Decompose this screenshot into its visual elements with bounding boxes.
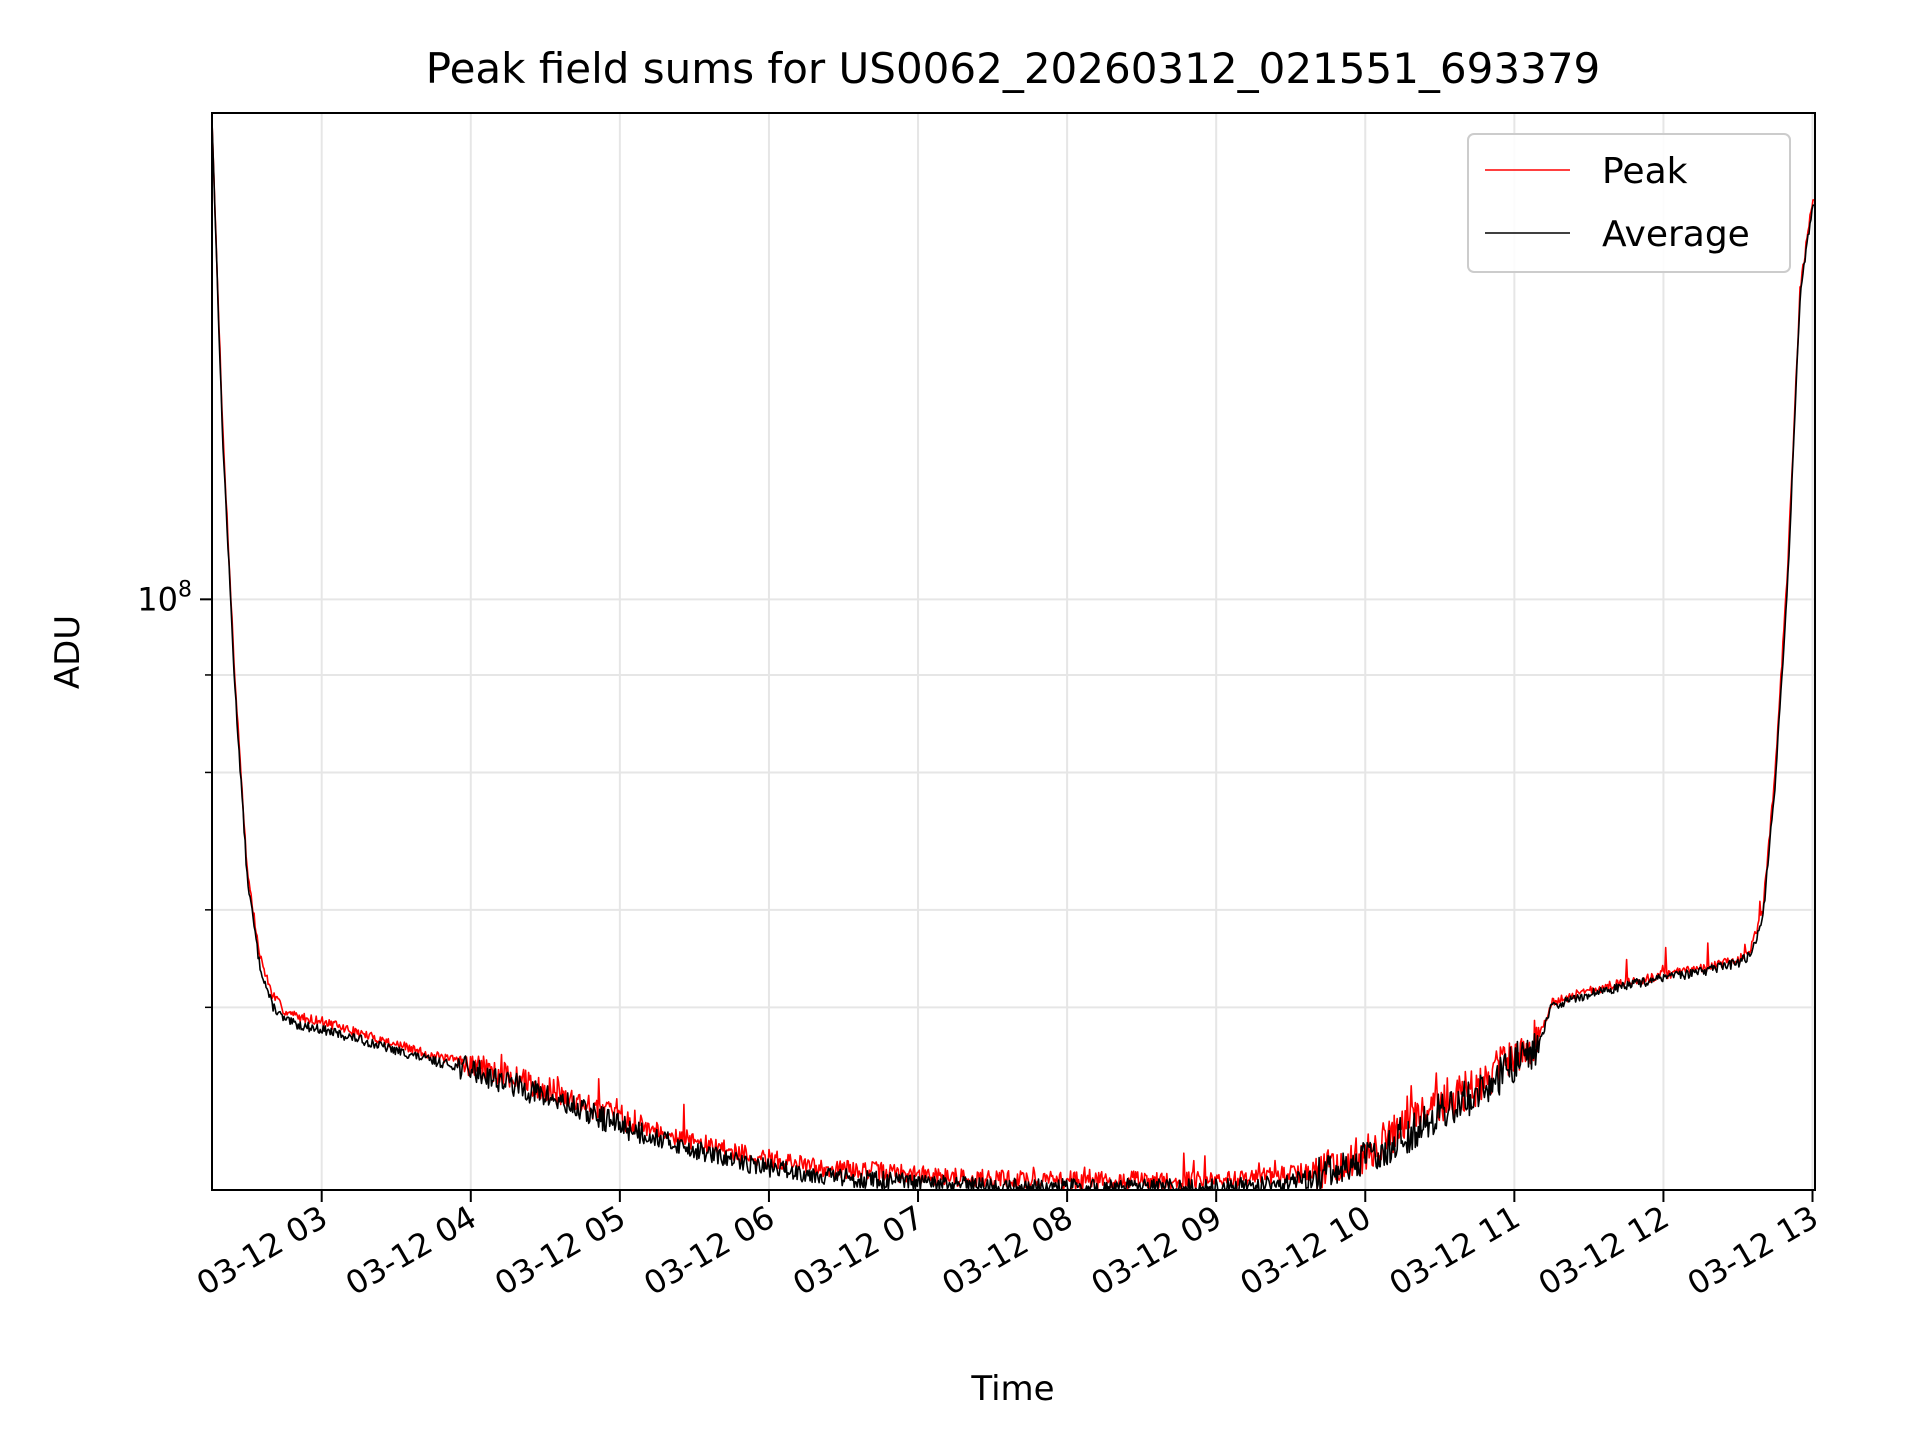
plot-frame [211,112,1816,1191]
legend: Peak Average [1467,133,1791,273]
y-tick-label: 108 [137,577,192,618]
y-axis-title: ADU [48,615,88,689]
legend-label-average: Average [1602,214,1750,255]
legend-label-peak: Peak [1602,151,1688,192]
grid-lines [212,113,1815,1190]
y-axis: 108 [137,577,212,1009]
x-axis-title: Time [970,1369,1054,1409]
legend-box [1467,133,1791,273]
chart-title: Peak field sums for US0062_20260312_0215… [426,44,1601,93]
